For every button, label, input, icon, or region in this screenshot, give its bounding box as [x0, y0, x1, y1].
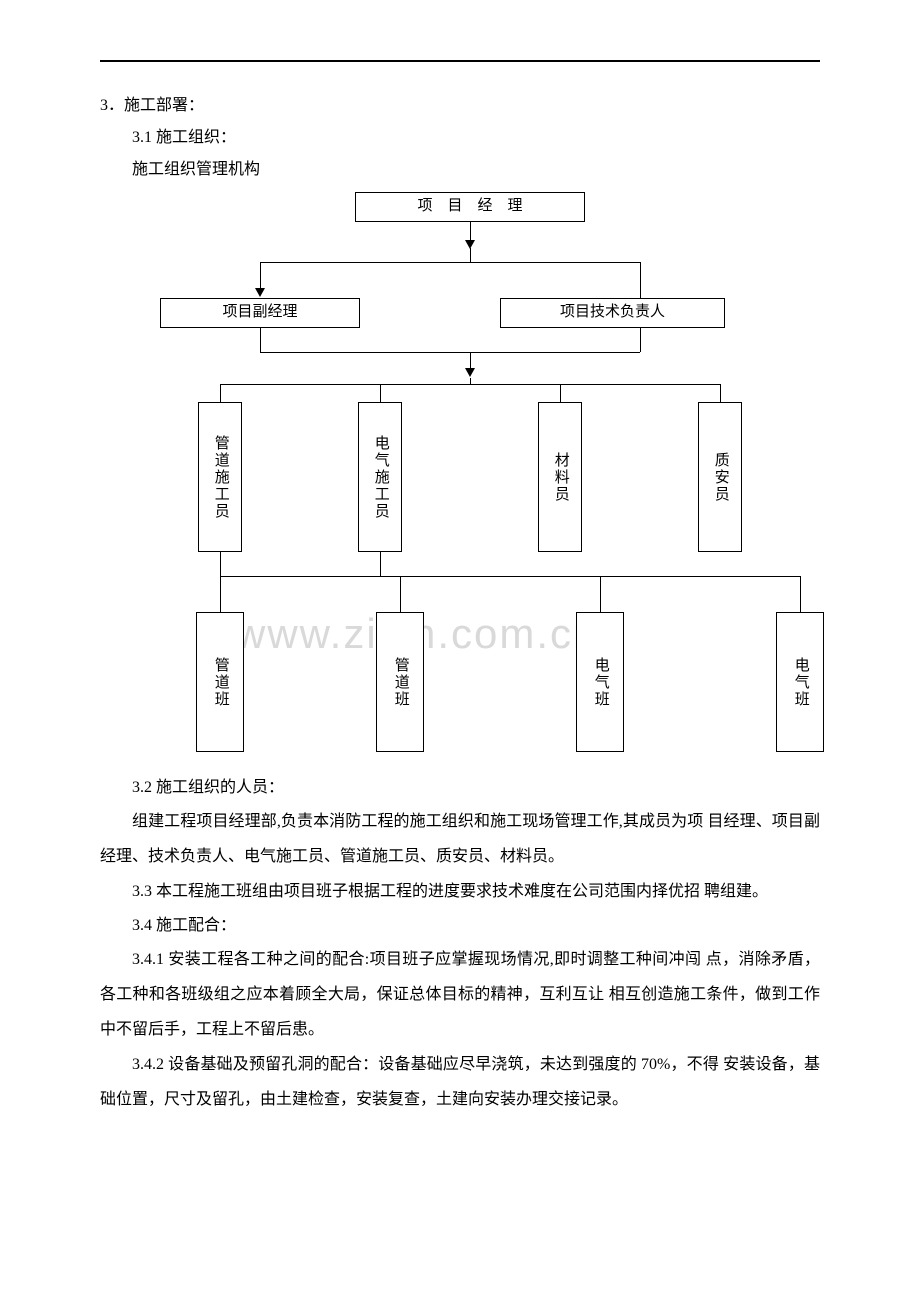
connector	[720, 384, 721, 402]
node-pipe-team-2: 管道班	[376, 612, 424, 752]
body-text: 3.2 施工组织的人员： 组建工程项目经理部,负责本消防工程的施工组织和施工现场…	[100, 772, 820, 1118]
node-elec-team-2: 电气班	[776, 612, 824, 752]
node-tech-lead: 项目技术负责人	[500, 298, 725, 328]
connector	[220, 552, 221, 576]
connector	[380, 384, 381, 402]
connector	[260, 262, 640, 263]
connector	[560, 384, 561, 402]
connector	[470, 378, 471, 384]
para-3-4-2: 3.4.2 设备基础及预留孔洞的配合：设备基础应尽早浇筑，未达到强度的 70%，…	[100, 1047, 820, 1117]
arrow-icon	[255, 288, 265, 297]
heading-3: 3．施工部署：	[100, 90, 820, 122]
document-page: 3．施工部署： 3.1 施工组织： 施工组织管理机构 项 目 经 理 项目副经理…	[100, 60, 820, 1118]
top-rule	[100, 60, 820, 62]
node-pipe-team-1: 管道班	[196, 612, 244, 752]
connector	[640, 328, 641, 352]
node-elec-staff: 电气施工员	[358, 402, 402, 552]
heading-3-1b: 施工组织管理机构	[100, 154, 820, 186]
connector	[800, 576, 801, 612]
heading-3-2: 3.2 施工组织的人员：	[100, 772, 820, 804]
connector	[470, 248, 471, 262]
node-material-staff: 材料员	[538, 402, 582, 552]
connector	[220, 384, 221, 402]
node-project-manager: 项 目 经 理	[355, 192, 585, 222]
org-chart: 项 目 经 理 项目副经理 项目技术负责人 管道施工员 电气施工员 材料员 质安…	[100, 192, 820, 762]
connector	[600, 576, 601, 612]
connector	[220, 576, 221, 612]
node-qa-staff: 质安员	[698, 402, 742, 552]
connector	[220, 384, 720, 385]
heading-3-1: 3.1 施工组织：	[100, 122, 820, 154]
connector	[400, 576, 401, 612]
arrow-icon	[465, 368, 475, 377]
para-3-2: 组建工程项目经理部,负责本消防工程的施工组织和施工现场管理工作,其成员为项 目经…	[100, 804, 820, 874]
connector	[380, 552, 381, 576]
connector	[260, 352, 640, 353]
heading-3-4: 3.4 施工配合：	[100, 910, 820, 942]
para-3-3: 3.3 本工程施工班组由项目班子根据工程的进度要求技术难度在公司范围内择优招 聘…	[100, 874, 820, 909]
node-elec-team-1: 电气班	[576, 612, 624, 752]
node-pipe-staff: 管道施工员	[198, 402, 242, 552]
connector	[260, 328, 261, 352]
para-3-4-1: 3.4.1 安装工程各工种之间的配合:项目班子应掌握现场情况,即时调整工种间冲闯…	[100, 942, 820, 1048]
node-deputy-pm: 项目副经理	[160, 298, 360, 328]
connector	[220, 576, 800, 577]
connector	[640, 262, 641, 298]
